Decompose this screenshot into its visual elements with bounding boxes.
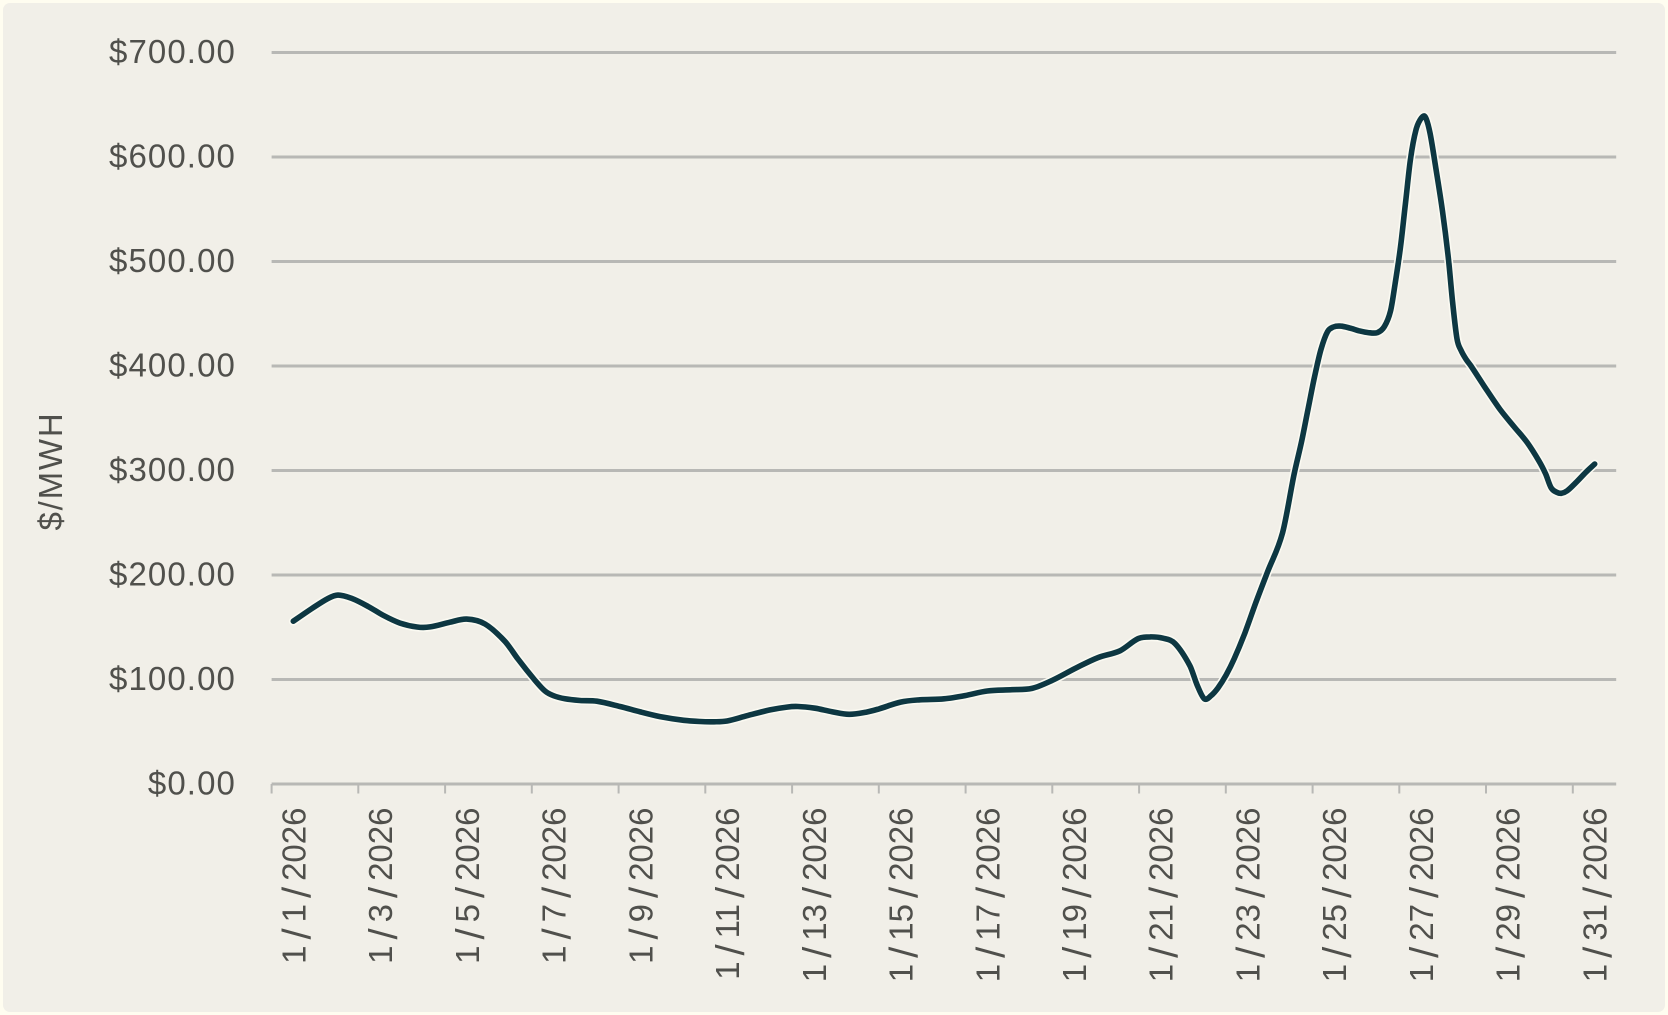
svg-text:1/17/2026: 1/17/2026 xyxy=(969,808,1013,983)
svg-text:$400.00: $400.00 xyxy=(109,347,236,384)
svg-text:1/29/2026: 1/29/2026 xyxy=(1490,808,1534,983)
svg-text:$700.00: $700.00 xyxy=(109,33,236,70)
svg-text:1/3/2026: 1/3/2026 xyxy=(362,808,406,964)
svg-text:$600.00: $600.00 xyxy=(109,138,236,175)
svg-text:1/9/2026: 1/9/2026 xyxy=(622,808,666,964)
svg-text:$/MWH: $/MWH xyxy=(32,412,69,531)
svg-text:$200.00: $200.00 xyxy=(109,556,236,593)
svg-text:1/23/2026: 1/23/2026 xyxy=(1230,808,1274,983)
svg-text:1/13/2026: 1/13/2026 xyxy=(796,808,840,983)
svg-text:1/31/2026: 1/31/2026 xyxy=(1577,808,1621,983)
svg-text:1/1/2026: 1/1/2026 xyxy=(275,808,319,964)
svg-text:$0.00: $0.00 xyxy=(148,765,236,802)
svg-text:$300.00: $300.00 xyxy=(109,451,236,488)
svg-text:1/7/2026: 1/7/2026 xyxy=(536,808,580,964)
svg-text:1/5/2026: 1/5/2026 xyxy=(449,808,493,964)
svg-text:$100.00: $100.00 xyxy=(109,660,236,697)
svg-text:1/19/2026: 1/19/2026 xyxy=(1056,808,1100,983)
svg-text:1/15/2026: 1/15/2026 xyxy=(883,808,927,983)
svg-text:1/11/2026: 1/11/2026 xyxy=(709,808,753,980)
svg-text:1/27/2026: 1/27/2026 xyxy=(1403,808,1447,983)
svg-text:1/25/2026: 1/25/2026 xyxy=(1316,808,1360,983)
svg-text:$500.00: $500.00 xyxy=(109,242,236,279)
svg-text:1/21/2026: 1/21/2026 xyxy=(1143,808,1187,983)
